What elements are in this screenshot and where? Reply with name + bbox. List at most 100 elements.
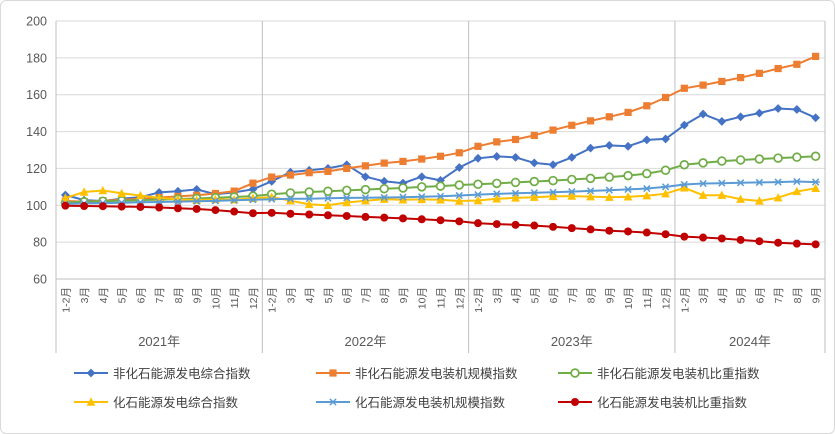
month-label: 8月: [379, 287, 391, 303]
asterisk-marker-icon: [755, 178, 763, 187]
month-label: 7月: [360, 287, 372, 303]
asterisk-marker-icon: [211, 197, 220, 205]
asterisk-marker-icon: [549, 188, 557, 196]
square-marker-icon: [736, 73, 745, 82]
diamond-legend-icon: [74, 368, 108, 377]
triangle-marker-icon: [286, 196, 295, 205]
asterisk-marker-icon: [193, 197, 201, 205]
triangle-marker-icon: [529, 192, 539, 201]
asterisk-marker-icon: [155, 198, 163, 206]
square-marker-icon: [755, 69, 763, 77]
diamond-marker-icon: [454, 163, 464, 172]
circle-marker-icon: [605, 226, 614, 235]
month-label: 12月: [661, 287, 673, 309]
month-label: 12月: [454, 287, 466, 309]
circle-open-marker-icon: [435, 181, 446, 191]
asterisk-marker-icon: [418, 193, 426, 201]
triangle-marker-icon: [136, 190, 145, 200]
triangle-marker-icon: [773, 193, 783, 202]
asterisk-marker-icon: [474, 190, 482, 199]
diamond-marker-icon: [511, 152, 520, 162]
circle-marker-icon: [755, 237, 764, 246]
legend-item-4: 化石能源发电装机规模指数: [315, 392, 553, 411]
month-label: 10月: [210, 287, 222, 309]
circle-marker-icon: [398, 214, 407, 223]
circle-marker-icon: [417, 215, 426, 224]
diamond-marker-icon: [192, 185, 202, 194]
diamond-marker-icon: [642, 135, 652, 145]
asterisk-marker-icon: [793, 177, 801, 186]
circle-marker-icon: [98, 202, 107, 211]
month-label: 10月: [417, 287, 429, 309]
asterisk-marker-icon: [736, 179, 745, 187]
circle-open-marker-icon: [548, 175, 558, 186]
diamond-marker-icon: [567, 152, 577, 162]
month-label: 1-2月: [60, 287, 72, 313]
triangle-marker-icon: [567, 191, 577, 200]
legend-item-1: 非化石能源发电装机规模指数: [315, 363, 553, 382]
legend-item-5: 化石能源发电装机比重指数: [557, 392, 795, 411]
square-marker-icon: [774, 64, 782, 73]
circle-open-marker-icon: [698, 158, 708, 168]
triangle-marker-icon: [454, 196, 464, 205]
square-marker-icon: [361, 162, 370, 170]
month-label: 1-2月: [473, 287, 485, 313]
triangle-marker-icon: [492, 194, 502, 203]
circle-marker-icon: [680, 232, 689, 241]
square-marker-icon: [324, 167, 332, 175]
month-label: 4月: [511, 287, 523, 303]
year-label: 2022年: [345, 334, 387, 349]
y-tick-label: 80: [33, 236, 47, 250]
asterisk-marker-icon: [380, 193, 388, 202]
asterisk-marker-icon: [661, 183, 670, 191]
circle-open-marker-icon: [529, 176, 540, 187]
chart-legend: 非化石能源发电综合指数 非化石能源发电装机规模指数 非化石能源发电装机比重指数 化石能…: [1, 363, 834, 411]
month-label: 1-2月: [267, 287, 279, 313]
diamond-marker-icon: [679, 120, 689, 130]
y-tick-label: 160: [26, 88, 47, 102]
diamond-marker-icon: [529, 158, 539, 168]
asterisk-marker-icon: [436, 192, 445, 200]
diamond-marker-icon: [811, 113, 821, 123]
triangle-marker-icon: [361, 196, 370, 205]
triangle-marker-icon: [679, 183, 689, 192]
triangle-marker-icon: [754, 196, 764, 205]
asterisk-marker-icon: [230, 196, 238, 204]
circle-marker-icon: [549, 222, 558, 231]
square-marker-icon: [455, 149, 463, 157]
diamond-marker-icon: [361, 172, 370, 182]
circle-marker-icon: [117, 202, 126, 211]
asterisk-marker-icon: [811, 178, 820, 186]
legend-label: 非化石能源发电装机规模指数: [355, 367, 518, 381]
asterisk-marker-icon: [305, 195, 313, 203]
circle-open-marker-icon: [360, 184, 371, 195]
diamond-marker-icon: [698, 109, 708, 119]
square-marker-icon: [605, 113, 613, 121]
square-marker-icon: [493, 138, 501, 146]
month-label: 4月: [98, 287, 110, 303]
asterisk-marker-icon: [586, 187, 595, 195]
circle-open-marker-icon: [454, 180, 465, 190]
square-marker-icon: [718, 77, 726, 86]
square-legend-icon: [316, 368, 350, 377]
circle-marker-icon: [717, 234, 726, 243]
circle-marker-icon: [80, 202, 89, 211]
square-marker-icon: [249, 179, 257, 187]
circle-marker-icon: [699, 233, 708, 242]
square-marker-icon: [549, 126, 557, 134]
circle-marker-icon: [436, 216, 445, 225]
circle-marker-icon: [305, 210, 314, 219]
triangle-marker-icon: [473, 195, 483, 205]
asterisk-marker-icon: [174, 197, 182, 206]
month-label: 11月: [436, 287, 448, 308]
triangle-marker-icon: [398, 195, 408, 204]
month-label: 7月: [773, 287, 785, 303]
diamond-marker-icon: [661, 134, 670, 144]
series-5: [61, 201, 820, 249]
month-label: 5月: [736, 287, 748, 303]
square-marker-icon: [643, 102, 651, 110]
square-marker-icon: [812, 52, 820, 60]
square-marker-icon: [436, 152, 445, 160]
circle-open-marker-icon: [754, 154, 765, 164]
